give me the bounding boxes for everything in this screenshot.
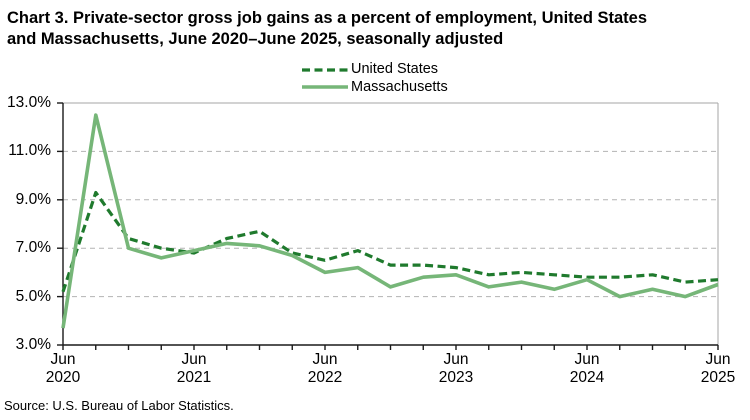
- y-tick-label: 9.0%: [15, 190, 51, 208]
- x-tick-label-jun-2025: Jun 2025: [683, 351, 750, 386]
- x-tick-month: Jun: [574, 351, 600, 368]
- x-tick-month: Jun: [181, 351, 207, 368]
- x-tick-year: 2023: [438, 368, 474, 386]
- y-tick-label: 7.0%: [15, 239, 51, 257]
- y-tick-label: 3.0%: [15, 336, 51, 353]
- x-tick-month: Jun: [705, 351, 731, 368]
- chart-title-line1: Chart 3. Private-sector gross job gains …: [7, 9, 648, 27]
- x-tick-year: 2025: [700, 368, 736, 386]
- x-tick-label-jun-2023: Jun 2023: [421, 351, 491, 386]
- legend: United States Massachusetts: [301, 61, 448, 96]
- x-tick-month: Jun: [312, 351, 338, 368]
- chart-title-line2: and Massachusetts, June 2020–June 2025, …: [7, 30, 504, 48]
- x-tick-year: 2022: [307, 368, 343, 386]
- source-note: Source: U.S. Bureau of Labor Statistics.: [4, 398, 234, 413]
- x-tick-label-jun-2020: Jun 2020: [28, 351, 98, 386]
- legend-item-united-states: United States: [301, 61, 448, 79]
- y-tick-label: 13.0%: [7, 94, 51, 111]
- x-tick-year: 2020: [45, 368, 81, 386]
- x-tick-label-jun-2022: Jun 2022: [290, 351, 360, 386]
- legend-label-united-states: United States: [351, 61, 439, 78]
- x-tick-label-jun-2024: Jun 2024: [552, 351, 622, 386]
- x-tick-label-jun-2021: Jun 2021: [159, 351, 229, 386]
- legend-label-massachusetts: Massachusetts: [351, 78, 448, 95]
- dashed-line-swatch-icon: [302, 68, 348, 72]
- solid-line-swatch-icon: [302, 85, 348, 90]
- chart-title: Chart 3. Private-sector gross job gains …: [7, 8, 647, 50]
- x-tick-year: 2024: [569, 368, 605, 386]
- x-tick-month: Jun: [443, 351, 469, 368]
- y-tick-label: 5.0%: [15, 287, 51, 305]
- x-tick-year: 2021: [176, 368, 212, 386]
- x-tick-month: Jun: [50, 351, 76, 368]
- y-tick-label: 11.0%: [8, 142, 51, 160]
- legend-item-massachusetts: Massachusetts: [301, 79, 448, 97]
